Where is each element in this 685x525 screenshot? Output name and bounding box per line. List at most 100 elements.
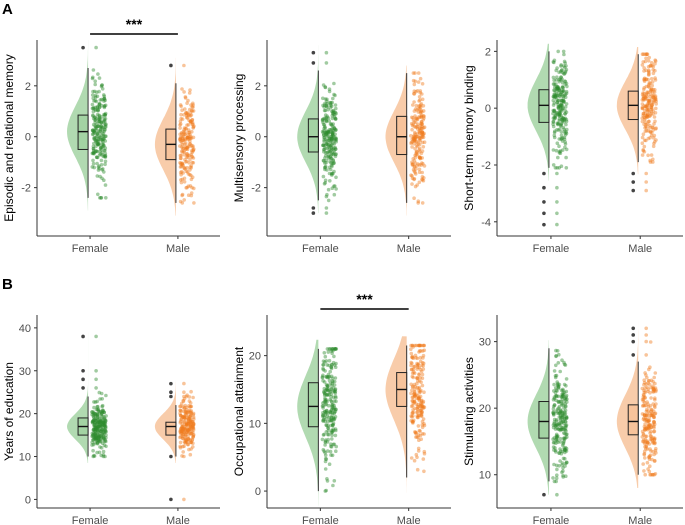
data-point — [93, 115, 97, 120]
data-point — [562, 64, 566, 68]
data-point — [644, 426, 649, 431]
data-point — [321, 413, 325, 417]
data-point — [95, 155, 99, 160]
data-point — [189, 119, 193, 124]
data-point — [419, 413, 423, 418]
data-point — [325, 168, 329, 172]
data-point — [551, 423, 556, 427]
data-point — [642, 94, 646, 98]
data-point — [648, 472, 652, 477]
data-point — [556, 121, 561, 125]
data-point — [422, 164, 427, 168]
data-point — [95, 441, 100, 445]
data-point — [191, 125, 196, 129]
data-point — [320, 118, 325, 123]
data-point — [328, 369, 333, 374]
data-point — [561, 392, 566, 397]
data-point — [552, 58, 557, 63]
data-point — [561, 394, 565, 398]
data-point — [562, 436, 567, 440]
data-point — [419, 380, 423, 385]
data-point — [413, 430, 418, 435]
data-point — [651, 384, 655, 389]
data-point — [640, 106, 645, 111]
data-point — [191, 441, 195, 446]
data-point — [95, 405, 99, 409]
data-point — [103, 429, 107, 434]
data-point — [415, 132, 419, 136]
data-point — [558, 77, 562, 81]
data-point — [646, 419, 650, 424]
data-point — [412, 399, 417, 404]
data-point — [422, 469, 426, 474]
data-point — [189, 120, 193, 125]
data-point — [92, 423, 96, 427]
data-point — [329, 399, 334, 403]
data-point — [415, 414, 420, 418]
outlier-point — [631, 326, 636, 331]
data-point — [330, 136, 334, 141]
data-point — [640, 98, 645, 102]
data-point — [653, 386, 658, 390]
data-point — [102, 96, 107, 101]
data-point — [653, 58, 657, 62]
data-point — [325, 392, 330, 397]
data-point — [95, 424, 99, 429]
data-point — [99, 196, 103, 200]
data-point — [419, 121, 423, 126]
data-point — [420, 175, 425, 179]
y-tick-label: -4 — [481, 217, 491, 229]
data-point — [187, 428, 191, 433]
data-point — [557, 78, 561, 82]
data-point — [418, 111, 423, 115]
data-point — [649, 103, 654, 107]
data-point — [562, 360, 566, 365]
data-point — [558, 127, 562, 131]
data-point — [178, 135, 183, 140]
data-point — [185, 135, 190, 140]
data-point — [323, 399, 327, 403]
data-point — [330, 143, 334, 147]
data-point — [416, 435, 420, 440]
data-point — [647, 110, 652, 114]
data-point — [562, 362, 567, 367]
data-point — [551, 163, 556, 167]
data-point — [324, 359, 329, 363]
data-point — [416, 396, 421, 400]
data-point — [646, 389, 650, 394]
data-point — [99, 419, 103, 423]
data-point — [185, 152, 189, 156]
data-point — [321, 174, 326, 179]
data-point — [183, 427, 188, 432]
data-point — [642, 378, 646, 383]
data-point — [186, 410, 191, 415]
data-point — [326, 134, 331, 138]
data-point — [561, 475, 565, 479]
data-point — [323, 164, 328, 169]
data-point — [410, 371, 415, 376]
data-point — [94, 369, 98, 373]
data-point — [184, 439, 188, 443]
data-point — [557, 114, 561, 118]
data-point — [191, 413, 196, 417]
data-point — [645, 105, 649, 110]
data-point — [419, 126, 424, 131]
data-point — [186, 414, 191, 418]
data-point — [93, 82, 97, 87]
data-point — [91, 438, 95, 442]
data-point — [561, 393, 565, 398]
data-point — [552, 417, 557, 422]
data-point — [178, 165, 183, 169]
data-point — [558, 94, 562, 99]
data-point — [90, 165, 95, 169]
data-point — [561, 96, 566, 101]
data-point — [409, 360, 413, 365]
data-point — [179, 161, 183, 166]
data-point — [643, 428, 647, 432]
data-point — [321, 120, 325, 125]
data-point — [409, 391, 413, 396]
data-point — [643, 109, 647, 113]
data-point — [101, 420, 105, 424]
data-point — [558, 436, 563, 441]
data-point — [647, 103, 652, 107]
